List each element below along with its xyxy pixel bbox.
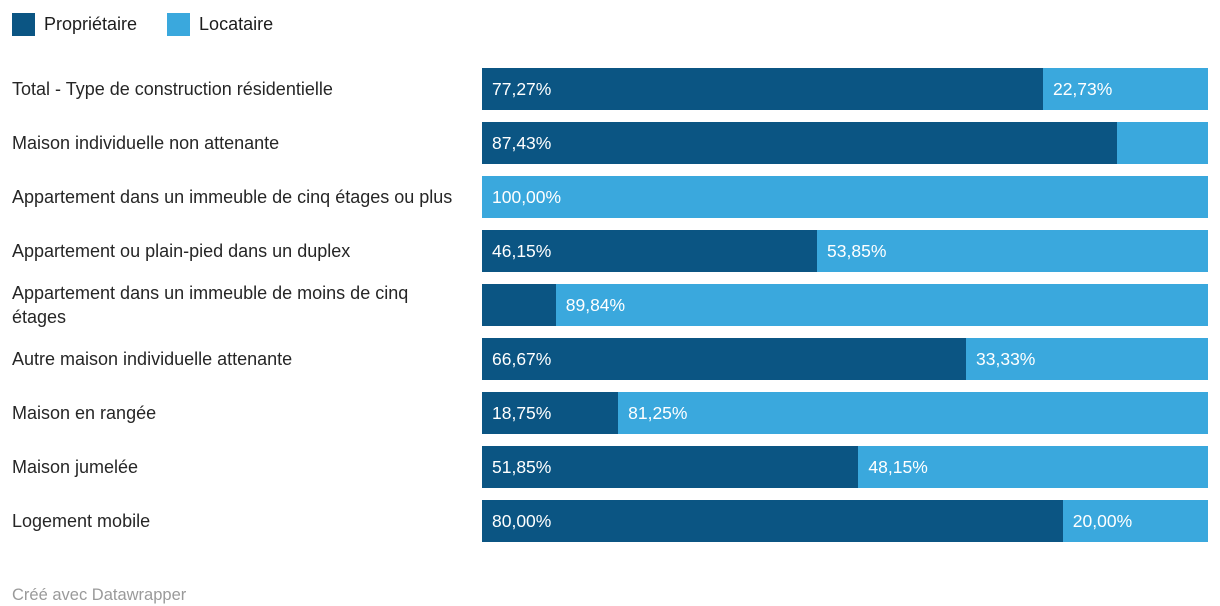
renter-value-label: 20,00%	[1072, 511, 1133, 531]
legend-item-locataire: Locataire	[167, 12, 273, 36]
bar-track: 77,27% 22,73%	[482, 68, 1208, 110]
renter-bar-segment: 53,85%	[817, 230, 1208, 272]
renter-value-label: 81,25%	[628, 403, 688, 423]
bar-rows: Total - Type de construction résidentiel…	[12, 62, 1208, 548]
owner-value-label: 77,27%	[492, 79, 552, 99]
renter-value-label: 89,84%	[565, 295, 626, 315]
bar-track: 51,85% 48,15%	[482, 446, 1208, 488]
owner-bar-segment	[482, 284, 556, 326]
owner-value-label: 87,43%	[492, 133, 552, 153]
renter-bar-segment: 89,84%	[555, 284, 1208, 326]
bar-row: Appartement dans un immeuble de cinq éta…	[12, 170, 1208, 224]
legend-label: Propriétaire	[44, 14, 138, 34]
owner-value-label: 80,00%	[492, 511, 552, 531]
renter-bar-segment: 33,33%	[966, 338, 1208, 380]
category-label: Appartement ou plain-pied dans un duplex	[12, 241, 351, 261]
bar-row: Autre maison individuelle attenante 66,67…	[12, 332, 1208, 386]
category-label: Appartement dans un immeuble de moins de…	[12, 283, 409, 327]
owner-bar-segment: 18,75%	[482, 392, 619, 434]
owner-color-swatch-icon	[12, 12, 35, 36]
renter-value-label: 22,73%	[1052, 79, 1113, 99]
category-label: Maison en rangée	[12, 403, 157, 423]
owner-value-label: 46,15%	[492, 241, 552, 261]
bar-track: 66,67% 33,33%	[482, 338, 1208, 380]
owner-bar-segment: 80,00%	[482, 500, 1063, 542]
bar-row: Maison jumelée 51,85% 48,15%	[12, 440, 1208, 494]
owner-bar-segment: 46,15%	[482, 230, 818, 272]
category-label: Total - Type de construction résidentiel…	[12, 79, 333, 99]
category-label: Appartement dans un immeuble de cinq éta…	[12, 187, 453, 207]
legend-label: Locataire	[199, 14, 274, 34]
bar-row: Appartement ou plain-pied dans un duplex…	[12, 224, 1208, 278]
bar-row: Maison en rangée 18,75% 81,25%	[12, 386, 1208, 440]
owner-value-label: 18,75%	[492, 403, 552, 423]
bar-track: 46,15% 53,85%	[482, 230, 1208, 272]
owner-value-label: 51,85%	[492, 457, 552, 477]
renter-bar-segment: 20,00%	[1062, 500, 1208, 542]
owner-bar-segment: 77,27%	[482, 68, 1043, 110]
category-label: Autre maison individuelle attenante	[12, 349, 293, 369]
bar-track: 89,84%	[482, 284, 1208, 326]
renter-color-swatch-icon	[167, 12, 191, 36]
renter-value-label: 53,85%	[827, 241, 887, 261]
chart-container: Propriétaire Locataire Total - Type de c…	[12, 12, 1208, 548]
category-label: Maison jumelée	[12, 457, 139, 477]
footer: Créé avec Datawrapper	[0, 584, 1220, 606]
category-label: Maison individuelle non attenante	[12, 133, 280, 153]
legend: Propriétaire Locataire	[12, 12, 1208, 36]
renter-value-label: 48,15%	[868, 457, 928, 477]
bar-track: 18,75% 81,25%	[482, 392, 1208, 434]
owner-bar-segment: 66,67%	[482, 338, 967, 380]
bar-row: Total - Type de construction résidentiel…	[12, 62, 1208, 116]
bar-track: 100,00%	[482, 176, 1208, 218]
bar-track: 87,43%	[482, 122, 1208, 164]
category-label: Logement mobile	[12, 511, 151, 531]
bar-track: 80,00% 20,00%	[482, 500, 1208, 542]
renter-bar-segment: 100,00%	[482, 176, 1208, 218]
renter-bar-segment: 81,25%	[618, 392, 1208, 434]
renter-bar-segment: 48,15%	[858, 446, 1208, 488]
renter-bar-segment: 22,73%	[1042, 68, 1208, 110]
renter-value-label: 100,00%	[492, 187, 562, 207]
bar-row: Appartement dans un immeuble de moins de…	[12, 278, 1208, 332]
renter-bar-segment	[1116, 122, 1208, 164]
renter-value-label: 33,33%	[976, 349, 1036, 369]
datawrapper-credit: Créé avec Datawrapper	[12, 586, 187, 604]
owner-value-label: 66,67%	[492, 349, 552, 369]
owner-bar-segment: 87,43%	[482, 122, 1117, 164]
owner-bar-segment: 51,85%	[482, 446, 859, 488]
legend-item-proprietaire: Propriétaire	[12, 12, 137, 36]
bar-row: Maison individuelle non attenante 87,43%	[12, 116, 1208, 170]
bar-row: Logement mobile 80,00% 20,00%	[12, 494, 1208, 548]
